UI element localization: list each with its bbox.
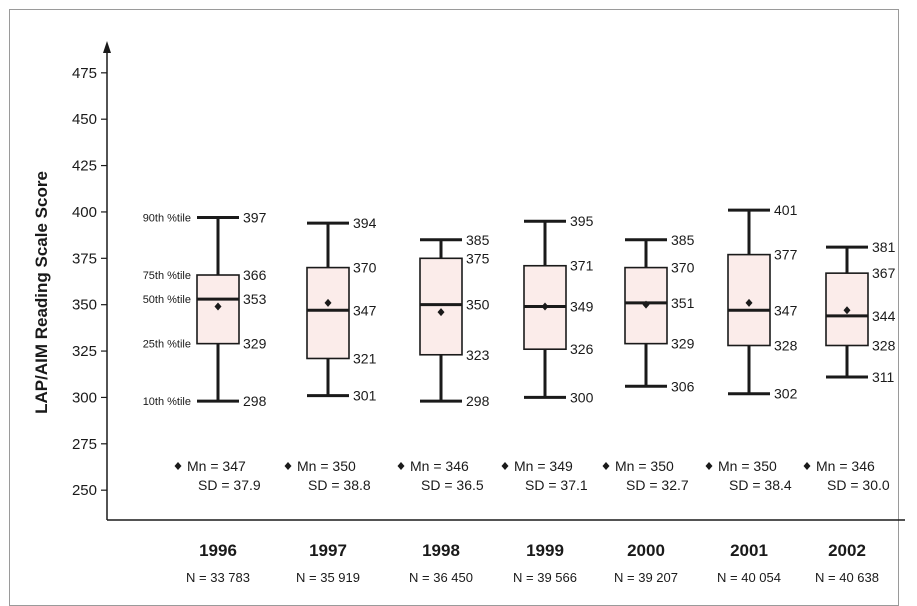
x-tick-label-year: 1998 — [422, 541, 460, 560]
median-value-label: 350 — [466, 297, 490, 313]
p25-value-label: 323 — [466, 347, 490, 363]
percentile-label-p75: 75th %tile — [143, 270, 191, 282]
mean-text: Mn = 349 — [514, 458, 573, 474]
p25-value-label: 321 — [353, 350, 377, 366]
p90-value-label: 394 — [353, 215, 377, 231]
y-tick-label: 450 — [72, 111, 97, 128]
y-tick-label: 375 — [72, 250, 97, 267]
sample-size-label: N = 39 566 — [513, 570, 577, 585]
p90-value-label: 385 — [466, 232, 490, 248]
p10-value-label: 306 — [671, 378, 695, 394]
mean-marker-icon — [843, 306, 851, 315]
percentile-label-p50: 50th %tile — [143, 294, 191, 306]
p10-value-label: 301 — [353, 388, 377, 404]
sd-text: SD = 38.4 — [729, 477, 792, 493]
mean-legend-marker-icon — [803, 462, 811, 470]
p75-value-label: 370 — [671, 260, 695, 276]
median-value-label: 347 — [774, 302, 798, 318]
p90-value-label: 395 — [570, 213, 594, 229]
percentile-label-p90: 90th %tile — [143, 213, 191, 225]
sample-size-label: N = 39 207 — [614, 570, 678, 585]
y-tick-label: 425 — [72, 158, 97, 175]
sd-text: SD = 30.0 — [827, 477, 890, 493]
p90-value-label: 401 — [774, 202, 798, 218]
mean-marker-icon — [642, 300, 650, 309]
x-tick-label-year: 2000 — [627, 541, 665, 560]
mean-legend-marker-icon — [397, 462, 405, 470]
p75-value-label: 366 — [243, 267, 267, 283]
sample-size-label: N = 33 783 — [186, 570, 250, 585]
sd-text: SD = 37.1 — [525, 477, 588, 493]
p75-value-label: 367 — [872, 265, 896, 281]
median-value-label: 349 — [570, 299, 594, 315]
y-tick-label: 300 — [72, 389, 97, 406]
mean-legend-marker-icon — [602, 462, 610, 470]
mean-legend-marker-icon — [174, 462, 182, 470]
y-tick-label: 325 — [72, 343, 97, 360]
sd-text: SD = 37.9 — [198, 477, 261, 493]
y-tick-label: 250 — [72, 482, 97, 499]
p75-value-label: 371 — [570, 258, 594, 274]
p10-value-label: 298 — [243, 393, 267, 409]
x-tick-label-year: 1999 — [526, 541, 564, 560]
p25-value-label: 328 — [774, 337, 798, 353]
percentile-label-p10: 10th %tile — [143, 396, 191, 408]
median-value-label: 344 — [872, 308, 896, 324]
p10-value-label: 311 — [872, 369, 895, 385]
p25-value-label: 329 — [671, 336, 695, 352]
sd-text: SD = 32.7 — [626, 477, 689, 493]
y-tick-label: 350 — [72, 297, 97, 314]
p10-value-label: 300 — [570, 389, 594, 405]
mean-text: Mn = 346 — [816, 458, 875, 474]
p25-value-label: 326 — [570, 341, 594, 357]
sample-size-label: N = 36 450 — [409, 570, 473, 585]
p75-value-label: 377 — [774, 247, 798, 263]
sd-text: SD = 38.8 — [308, 477, 371, 493]
mean-marker-icon — [437, 308, 445, 317]
y-axis-arrow-icon — [103, 41, 111, 53]
mean-text: Mn = 350 — [297, 458, 356, 474]
percentile-label-p25: 25th %tile — [143, 339, 191, 351]
p90-value-label: 385 — [671, 232, 695, 248]
mean-text: Mn = 350 — [718, 458, 777, 474]
p25-value-label: 328 — [872, 337, 896, 353]
mean-text: Mn = 347 — [187, 458, 246, 474]
iqr-box — [419, 257, 463, 356]
y-tick-label: 475 — [72, 65, 97, 82]
mean-legend-marker-icon — [501, 462, 509, 470]
iqr-box — [306, 266, 350, 360]
p90-value-label: 397 — [243, 210, 267, 226]
x-tick-label-year: 2002 — [828, 541, 866, 560]
mean-marker-icon — [541, 302, 549, 311]
median-value-label: 353 — [243, 291, 267, 307]
sd-text: SD = 36.5 — [421, 477, 484, 493]
p25-value-label: 329 — [243, 336, 267, 352]
mean-legend-marker-icon — [705, 462, 713, 470]
x-tick-label-year: 1996 — [199, 541, 237, 560]
p75-value-label: 370 — [353, 260, 377, 276]
x-tick-label-year: 2001 — [730, 541, 768, 560]
p75-value-label: 375 — [466, 250, 490, 266]
mean-legend-marker-icon — [284, 462, 292, 470]
sample-size-label: N = 40 638 — [815, 570, 879, 585]
mean-text: Mn = 350 — [615, 458, 674, 474]
y-axis-label: LAP/AIM Reading Scale Score — [32, 171, 51, 414]
p10-value-label: 298 — [466, 393, 490, 409]
mean-text: Mn = 346 — [410, 458, 469, 474]
sample-size-label: N = 35 919 — [296, 570, 360, 585]
median-value-label: 347 — [353, 302, 377, 318]
mean-marker-icon — [745, 298, 753, 307]
x-tick-label-year: 1997 — [309, 541, 347, 560]
mean-marker-icon — [324, 298, 332, 307]
p10-value-label: 302 — [774, 386, 798, 402]
p90-value-label: 381 — [872, 239, 896, 255]
mean-marker-icon — [214, 302, 222, 311]
y-tick-label: 275 — [72, 436, 97, 453]
median-value-label: 351 — [671, 295, 695, 311]
sample-size-label: N = 40 054 — [717, 570, 781, 585]
y-tick-label: 400 — [72, 204, 97, 221]
